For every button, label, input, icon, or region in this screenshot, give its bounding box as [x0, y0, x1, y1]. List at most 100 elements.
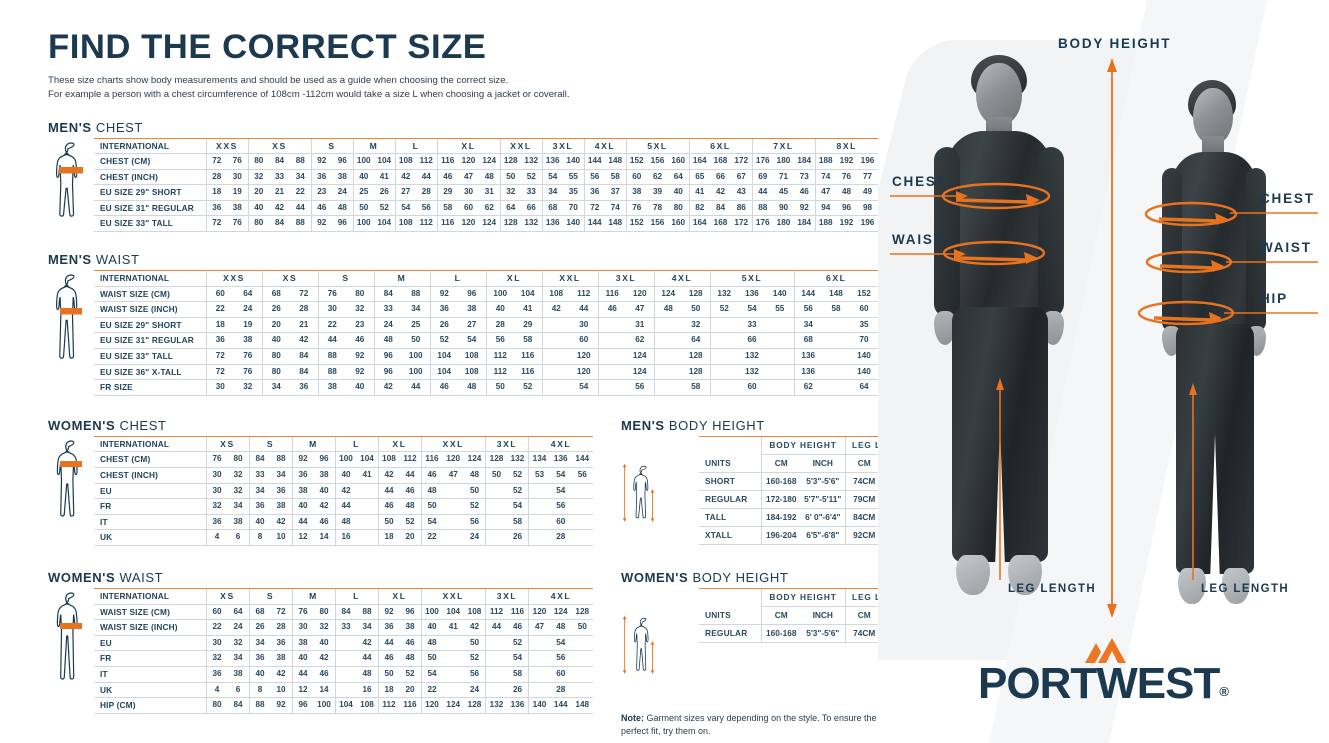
bh-unit-cell: CM	[844, 606, 883, 625]
table-cell: 80	[346, 286, 374, 303]
table-cell: 36	[270, 635, 292, 652]
table-cell: 60	[550, 666, 572, 683]
table-cell: 46	[429, 379, 458, 396]
bh-units-label: UNITS	[699, 454, 761, 473]
intro-line-1: These size charts show body measurements…	[48, 74, 509, 86]
table-cell: 66	[710, 169, 731, 186]
table-cell	[442, 498, 464, 515]
size-group-header: 3XL	[485, 587, 529, 605]
table-cell: 32	[205, 650, 228, 667]
table-cell: 84	[269, 215, 290, 233]
row-womens-waist-womens-height: WOMEN'S WAIST INTERNATIONAL XS S M L XL XXL 3XL…	[48, 570, 921, 736]
table-cell: 64	[682, 332, 710, 350]
row-label: EU SIZE 29" SHORT	[94, 184, 206, 201]
table-cell: 36	[205, 514, 228, 531]
row-label: EU SIZE 33" TALL	[94, 348, 206, 365]
table-cell: 188	[814, 215, 836, 233]
table-cell: 92	[377, 604, 400, 621]
size-group-header: S	[317, 270, 374, 287]
table-cell: 44	[291, 514, 314, 531]
table-cell: 42	[377, 467, 400, 484]
table-cell: 30	[205, 467, 228, 484]
row-label: EU SIZE 29" SHORT	[94, 317, 206, 334]
table-cell: 41	[688, 184, 710, 201]
table-cell	[709, 379, 738, 396]
table-cell: 104	[356, 451, 378, 468]
size-group-header: M	[291, 435, 335, 453]
table-cell: 34	[541, 184, 563, 201]
table-cell: 38	[234, 332, 262, 350]
table-cell: 56	[550, 650, 572, 667]
table-cell: 35	[850, 317, 878, 334]
table-cell: 41	[374, 169, 395, 186]
table-cell: 22	[317, 317, 346, 334]
table-cell	[485, 483, 507, 500]
row-label: IT	[94, 666, 206, 683]
section-mens-chest: MEN'S CHEST INTERNATIONAL XXS XS S M L XL XXL 3X…	[48, 120, 878, 233]
table-cell: 12	[291, 682, 314, 699]
table-cell: 62	[793, 379, 822, 396]
table-cell	[334, 650, 357, 667]
table-cell: 19	[234, 317, 262, 334]
table-cell: 40	[346, 379, 374, 396]
table-cell: 40	[247, 200, 269, 217]
table-cell: 128	[682, 364, 710, 381]
size-group-header: 7XL	[751, 137, 815, 155]
table-cell: 32	[346, 301, 374, 318]
size-group-header: M	[373, 270, 430, 287]
table-cell: 44	[317, 332, 346, 350]
mens-chest-table-wrap: INTERNATIONAL XXS XS S M L XL XXL 3XL 4XL 5XL 6XL 7X…	[94, 137, 878, 233]
table-cell: 14	[313, 682, 335, 699]
size-group-header: XS	[205, 435, 249, 453]
table-cell: 112	[416, 153, 437, 170]
womens-chest-table-wrap: INTERNATIONAL XS S M L XL XXL 3XL 4XL CHEST (CM) 7…	[94, 435, 593, 546]
table-cell: 116	[597, 286, 626, 303]
table-cell: 84	[334, 604, 357, 621]
table-cell: 47	[814, 184, 836, 201]
bh-unit-cell: INCH	[801, 606, 845, 625]
table-cell: 60	[570, 332, 598, 350]
table-cell: 124	[653, 286, 682, 303]
table-cell: 23	[310, 184, 332, 201]
table-cell: 92	[310, 153, 332, 170]
table-cell: 70	[563, 200, 584, 217]
table-cell: 90	[773, 200, 794, 217]
table-cell: 54	[507, 650, 529, 667]
section-title-bold: MEN'S	[621, 417, 665, 433]
table-cell: 116	[507, 604, 529, 621]
table-cell: 52	[374, 200, 395, 217]
table-cell: 26	[507, 682, 529, 699]
table-cell: 92	[291, 451, 314, 468]
annotation-overlay	[890, 58, 1318, 618]
table-cell: 128	[464, 697, 486, 714]
table-cell: 48	[420, 635, 443, 652]
column-header-international: INTERNATIONAL	[94, 587, 206, 605]
table-cell: 36	[205, 200, 227, 217]
table-cell	[597, 332, 626, 350]
size-group-header: XL	[485, 270, 542, 287]
table-cell: 108	[458, 364, 486, 381]
label-female-hip: HIP	[1260, 291, 1288, 306]
table-cell	[766, 348, 794, 365]
table-cell	[485, 650, 507, 667]
table-cell: 120	[442, 451, 464, 468]
table-cell: 68	[541, 200, 563, 217]
table-cell: 52	[464, 498, 486, 515]
column-header-international: INTERNATIONAL	[94, 435, 206, 453]
table-cell	[485, 498, 507, 515]
table-cell: 80	[313, 604, 335, 621]
table-cell	[822, 348, 850, 365]
table-cell: 50	[402, 332, 430, 350]
size-group-header: 3XL	[485, 435, 529, 453]
table-cell: 56	[416, 200, 437, 217]
row-label: EU	[94, 635, 206, 652]
table-cell: 84	[269, 153, 290, 170]
table-cell	[597, 364, 626, 381]
table-cell: 120	[570, 348, 598, 365]
table-cell: 31	[479, 184, 500, 201]
table-cell	[709, 364, 738, 381]
table-cell	[709, 348, 738, 365]
table-cell: 144	[571, 451, 593, 468]
table-cell: 22	[290, 184, 311, 201]
section-womens-waist: WOMEN'S WAIST INTERNATIONAL XS S M L XL XXL 3XL…	[48, 570, 593, 714]
